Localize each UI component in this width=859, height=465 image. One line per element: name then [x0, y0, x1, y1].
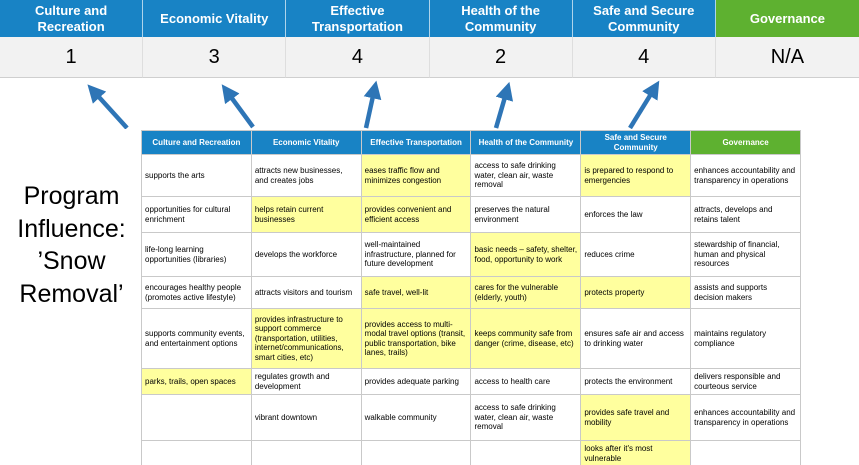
matrix-cell: looks after it's most vulnerable	[580, 440, 692, 465]
summary-header-safe-and-secure-community: Safe and Secure Community	[572, 0, 716, 37]
matrix-cell: ensures safe air and access to drinking …	[580, 308, 692, 370]
matrix-cell: eases traffic flow and minimizes congest…	[360, 154, 472, 198]
matrix-cell	[141, 394, 252, 442]
matrix-cell: regulates growth and development	[250, 368, 362, 396]
matrix-header-health-of-the-community: Health of the Community	[470, 129, 582, 156]
summary-header-effective-transportation: Effective Transportation	[286, 0, 430, 37]
matrix-cell: basic needs – safety, shelter, food, opp…	[470, 232, 582, 278]
matrix-cell	[141, 440, 252, 465]
matrix-row: supports community events, and entertain…	[141, 308, 801, 370]
matrix-row: looks after it's most vulnerable	[141, 440, 801, 465]
matrix-cell: life-long learning opportunities (librar…	[141, 232, 252, 278]
matrix-cell: enforces the law	[580, 196, 692, 234]
matrix-row: supports the arts attracts new businesses…	[141, 154, 801, 198]
matrix-cell: opportunities for cultural enrichment	[141, 196, 252, 234]
matrix-cell: parks, trails, open spaces	[141, 368, 252, 396]
matrix-cell: attracts visitors and tourism	[250, 276, 362, 310]
matrix-cell: develops the workforce	[250, 232, 362, 278]
summary-score-safe-and-secure-community: 4	[572, 37, 716, 78]
matrix-cell: provides access to multi-modal travel op…	[360, 308, 472, 370]
matrix-header-safe-and-secure-community: Safe and Secure Community	[580, 129, 692, 156]
matrix-cell: safe travel, well-lit	[360, 276, 472, 310]
matrix-cell: attracts new businesses, and creates job…	[250, 154, 362, 198]
matrix-cell: helps retain current businesses	[250, 196, 362, 234]
up-arrow-icon	[493, 81, 514, 129]
matrix-cell: is prepared to respond to emergencies	[580, 154, 692, 198]
summary-score-governance: N/A	[715, 37, 859, 78]
matrix-cell	[250, 440, 362, 465]
matrix-cell: vibrant downtown	[250, 394, 362, 442]
matrix-cell: reduces crime	[580, 232, 692, 278]
matrix-row: parks, trails, open spaces regulates grow…	[141, 368, 801, 396]
matrix-cell	[360, 440, 472, 465]
matrix-cell: protects the environment	[580, 368, 692, 396]
matrix-cell: cares for the vulnerable (elderly, youth…	[470, 276, 582, 310]
summary-score-economic-vitality: 3	[143, 37, 287, 78]
matrix-cell: assists and supports decision makers	[690, 276, 801, 310]
matrix-row: encourages healthy people (promotes acti…	[141, 276, 801, 310]
matrix-cell: provides adequate parking	[360, 368, 472, 396]
matrix-header-economic-vitality: Economic Vitality	[250, 129, 362, 156]
summary-score-culture-and-recreation: 1	[0, 37, 144, 78]
matrix-cell: access to safe drinking water, clean air…	[470, 154, 582, 198]
summary-score-row: 1 3 4 2 4 N/A	[0, 37, 859, 78]
matrix-cell: protects property	[580, 276, 692, 310]
matrix-cell: encourages healthy people (promotes acti…	[141, 276, 252, 310]
matrix-cell: well-maintained infrastructure, planned …	[360, 232, 472, 278]
matrix-cell: maintains regulatory compliance	[690, 308, 801, 370]
matrix-cell: supports the arts	[141, 154, 252, 198]
summary-header-health-of-the-community: Health of the Community	[429, 0, 573, 37]
matrix-cell: access to safe drinking water, clean air…	[470, 394, 582, 442]
matrix-body: supports the arts attracts new businesses…	[141, 154, 801, 465]
matrix-header-row: Culture and Recreation Economic Vitality E…	[141, 129, 801, 156]
matrix-cell: provides convenient and efficient access	[360, 196, 472, 234]
up-arrow-icon	[87, 84, 129, 129]
matrix-cell	[690, 440, 801, 465]
up-arrow-icon	[221, 84, 255, 129]
summary-header-row: Culture and Recreation Economic Vitality E…	[0, 0, 859, 37]
matrix-row: vibrant downtown walkable community access…	[141, 394, 801, 442]
matrix-cell	[470, 440, 582, 465]
matrix-header-governance: Governance	[690, 129, 801, 156]
program-title: Program Influence: ’Snow Removal’	[17, 182, 126, 308]
matrix-cell: provides safe travel and mobility	[580, 394, 692, 442]
matrix-header-culture-and-recreation: Culture and Recreation	[141, 129, 252, 156]
matrix-cell: keeps community safe from danger (crime,…	[470, 308, 582, 370]
up-arrow-icon	[628, 80, 660, 129]
matrix-cell: stewardship of financial, human and phys…	[690, 232, 801, 278]
matrix-header-effective-transportation: Effective Transportation	[360, 129, 472, 156]
matrix-cell: enhances accountability and transparency…	[690, 394, 801, 442]
up-arrow-icon	[363, 80, 382, 129]
matrix-cell: preserves the natural environment	[470, 196, 582, 234]
summary-score-effective-transportation: 4	[286, 37, 430, 78]
matrix-cell: walkable community	[360, 394, 472, 442]
summary-header-culture-and-recreation: Culture and Recreation	[0, 0, 144, 37]
matrix-row: life-long learning opportunities (librar…	[141, 232, 801, 278]
summary-header-economic-vitality: Economic Vitality	[143, 0, 287, 37]
summary-score-health-of-the-community: 2	[429, 37, 573, 78]
matrix-cell: enhances accountability and transparency…	[690, 154, 801, 198]
summary-band: Culture and Recreation Economic Vitality E…	[0, 0, 859, 78]
matrix-cell: provides infrastructure to support comme…	[250, 308, 362, 370]
matrix-cell: attracts, develops and retains talent	[690, 196, 801, 234]
influence-matrix: Culture and Recreation Economic Vitality E…	[141, 129, 801, 465]
matrix-cell: supports community events, and entertain…	[141, 308, 252, 370]
arrows-layer	[87, 80, 660, 129]
matrix-cell: delivers responsible and courteous servi…	[690, 368, 801, 396]
summary-header-governance: Governance	[715, 0, 859, 37]
matrix-row: opportunities for cultural enrichment hel…	[141, 196, 801, 234]
matrix-cell: access to health care	[470, 368, 582, 396]
